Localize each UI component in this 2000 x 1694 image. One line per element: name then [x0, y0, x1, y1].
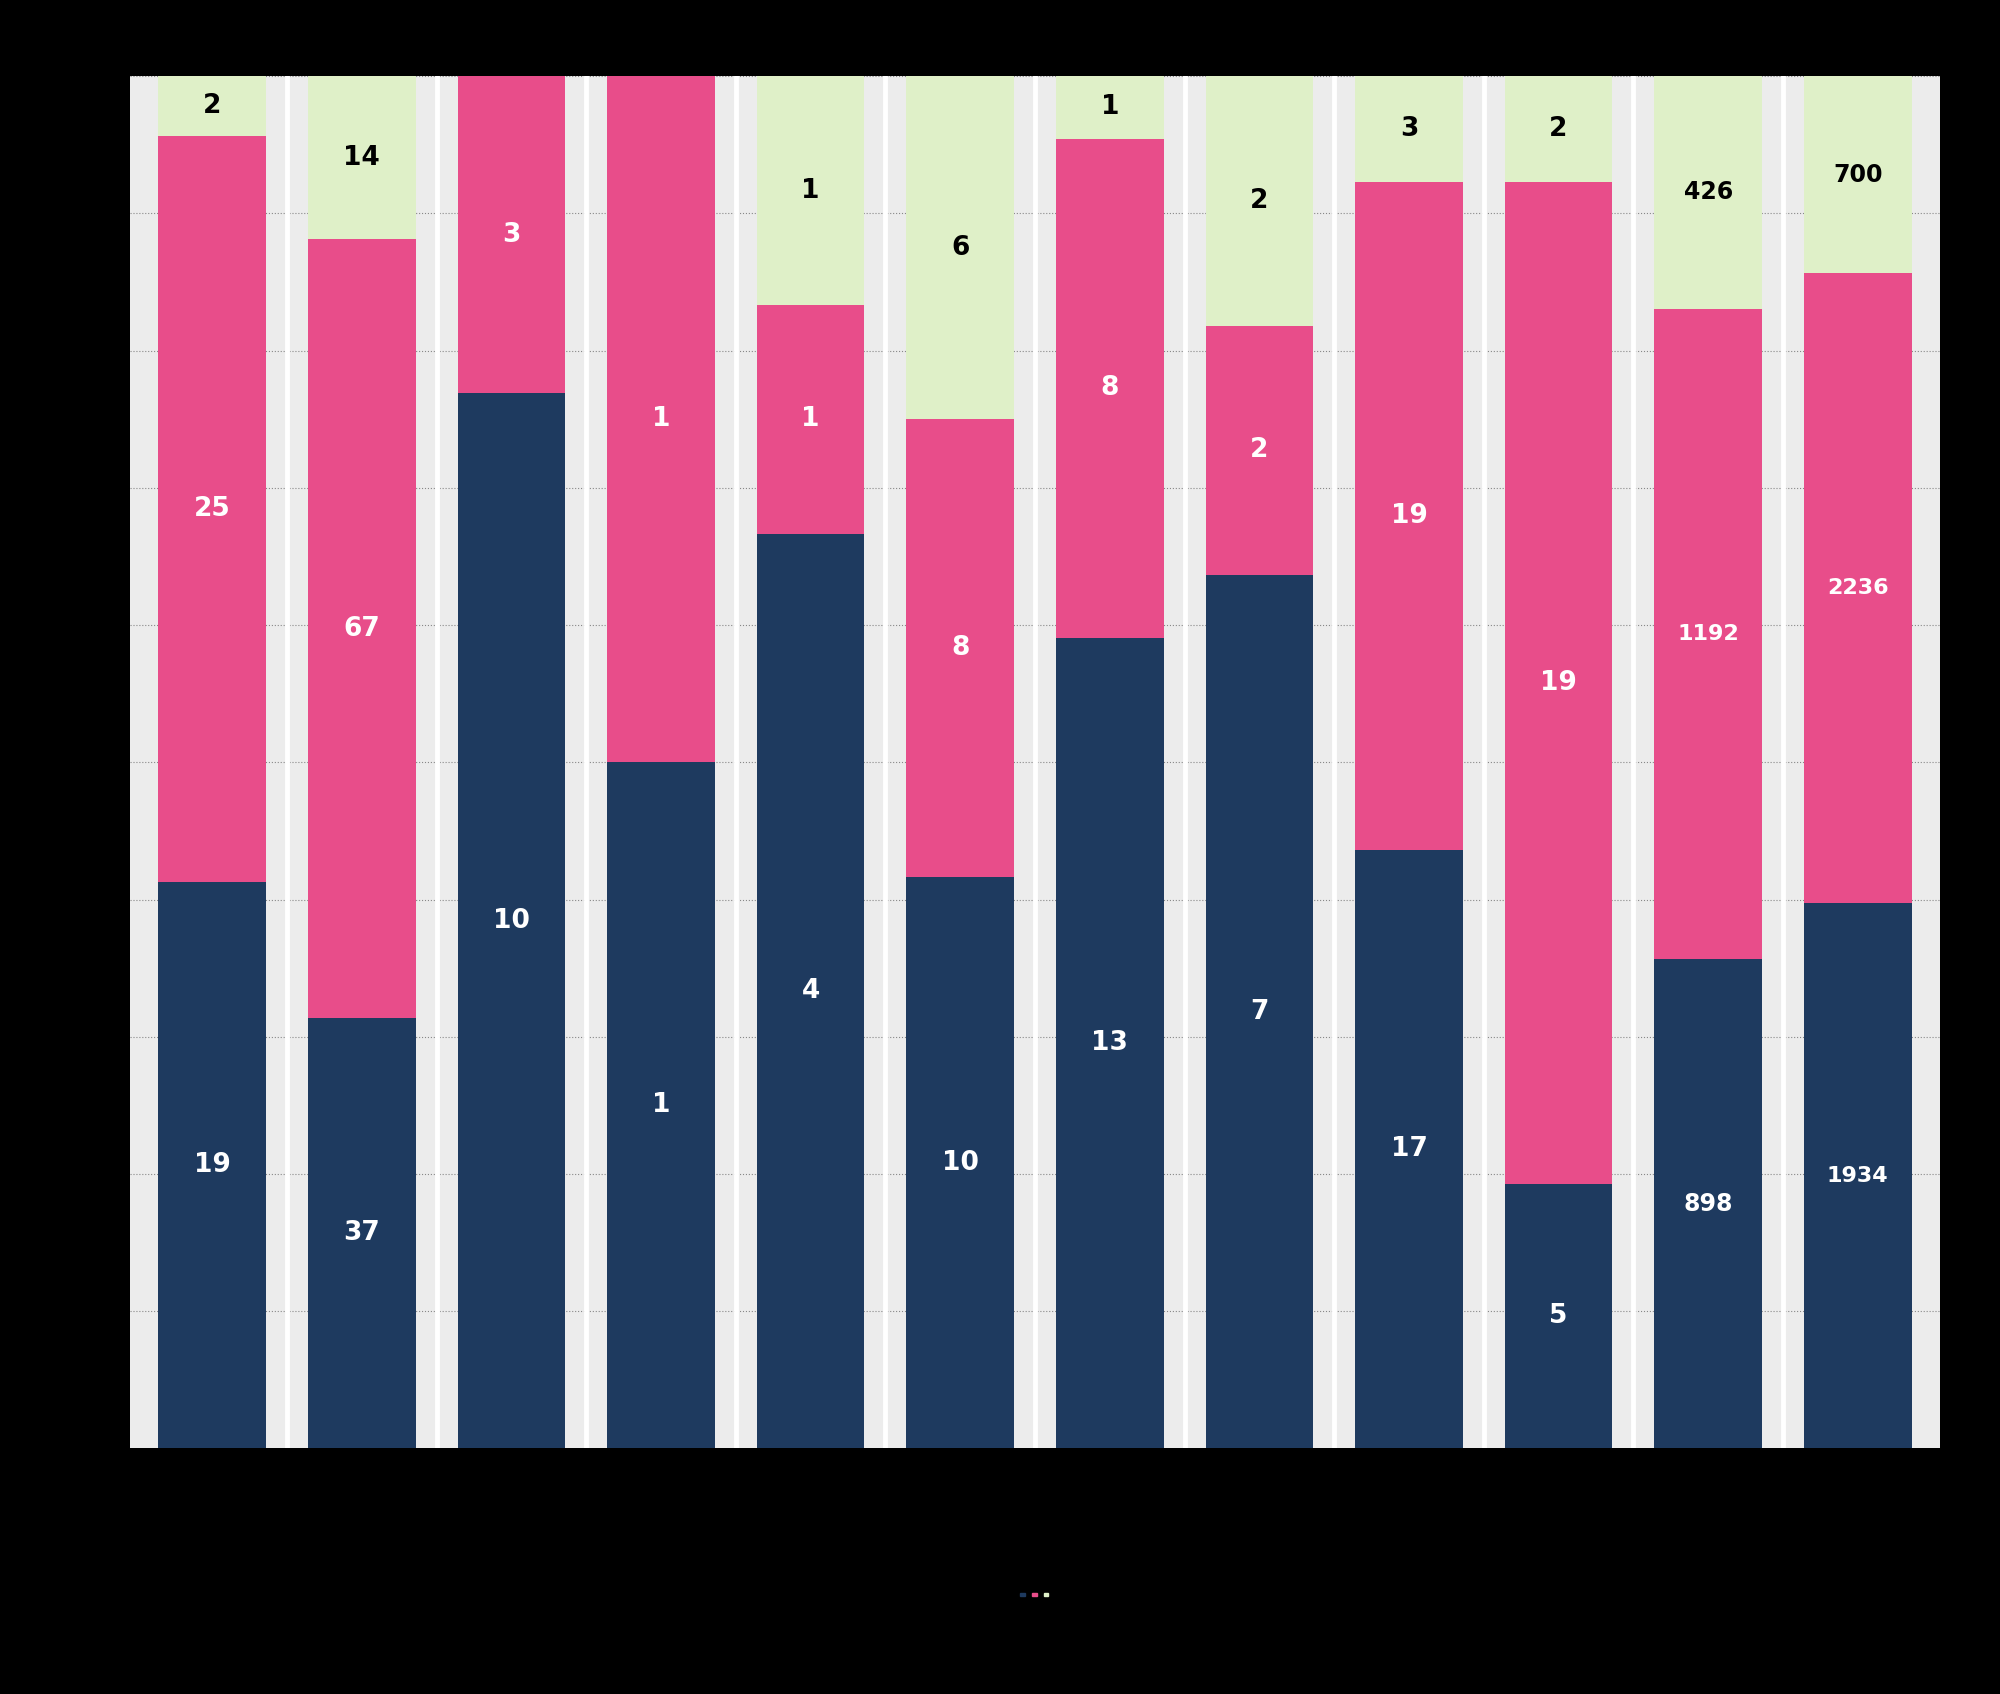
Text: 17: 17: [1390, 1137, 1428, 1162]
Bar: [458, 76, 566, 393]
Bar: [1206, 76, 1314, 325]
Text: 2: 2: [204, 93, 222, 119]
Text: 19: 19: [194, 1152, 230, 1177]
Bar: [1056, 637, 1164, 1448]
Bar: [158, 76, 266, 136]
Text: 1: 1: [652, 1093, 670, 1118]
Bar: [1504, 181, 1612, 1184]
Text: 13: 13: [1092, 1030, 1128, 1055]
Bar: [756, 76, 864, 305]
Text: 1934: 1934: [1826, 1165, 1888, 1186]
Bar: [1804, 273, 1912, 903]
Text: 3: 3: [1400, 115, 1418, 142]
Text: 19: 19: [1390, 503, 1428, 529]
Bar: [1804, 903, 1912, 1448]
Text: 8: 8: [952, 635, 970, 661]
Text: 2236: 2236: [1826, 578, 1888, 598]
Bar: [158, 136, 266, 881]
Text: 2: 2: [1550, 115, 1568, 142]
Text: 8: 8: [1100, 374, 1118, 401]
Text: 6: 6: [952, 235, 970, 261]
Bar: [756, 534, 864, 1448]
Text: 25: 25: [194, 496, 230, 522]
Bar: [1056, 139, 1164, 637]
Bar: [1654, 308, 1762, 959]
Text: 10: 10: [942, 1150, 978, 1176]
Bar: [1504, 76, 1612, 181]
Text: 700: 700: [1832, 163, 1882, 186]
Text: 19: 19: [1540, 671, 1576, 696]
Text: 67: 67: [344, 615, 380, 642]
Bar: [1654, 76, 1762, 308]
Text: 10: 10: [494, 908, 530, 933]
Bar: [1504, 1184, 1612, 1448]
Bar: [1356, 181, 1462, 850]
Bar: [756, 305, 864, 534]
Bar: [1056, 76, 1164, 139]
Bar: [458, 393, 566, 1448]
Legend: , , : , ,: [1020, 1592, 1050, 1596]
Text: 1192: 1192: [1678, 623, 1740, 644]
Bar: [1206, 576, 1314, 1448]
Bar: [906, 76, 1014, 418]
Bar: [308, 76, 416, 239]
Text: 4: 4: [802, 977, 820, 1005]
Text: 14: 14: [344, 144, 380, 171]
Text: 426: 426: [1684, 180, 1732, 205]
Text: 1: 1: [1100, 95, 1120, 120]
Bar: [308, 1018, 416, 1448]
Bar: [158, 881, 266, 1448]
Bar: [608, 762, 714, 1448]
Bar: [906, 877, 1014, 1448]
Bar: [906, 418, 1014, 877]
Bar: [1206, 325, 1314, 576]
Text: 7: 7: [1250, 999, 1268, 1025]
Text: 5: 5: [1550, 1303, 1568, 1330]
Text: 37: 37: [344, 1220, 380, 1247]
Bar: [308, 239, 416, 1018]
Text: 2: 2: [1250, 188, 1268, 213]
Text: 1: 1: [652, 407, 670, 432]
Bar: [1356, 850, 1462, 1448]
Bar: [1804, 76, 1912, 273]
Bar: [1356, 76, 1462, 181]
Text: 898: 898: [1684, 1191, 1732, 1216]
Text: 3: 3: [502, 222, 520, 247]
Text: 1: 1: [802, 178, 820, 203]
Bar: [608, 76, 714, 762]
Bar: [1654, 959, 1762, 1448]
Text: 2: 2: [1250, 437, 1268, 464]
Text: 1: 1: [802, 407, 820, 432]
